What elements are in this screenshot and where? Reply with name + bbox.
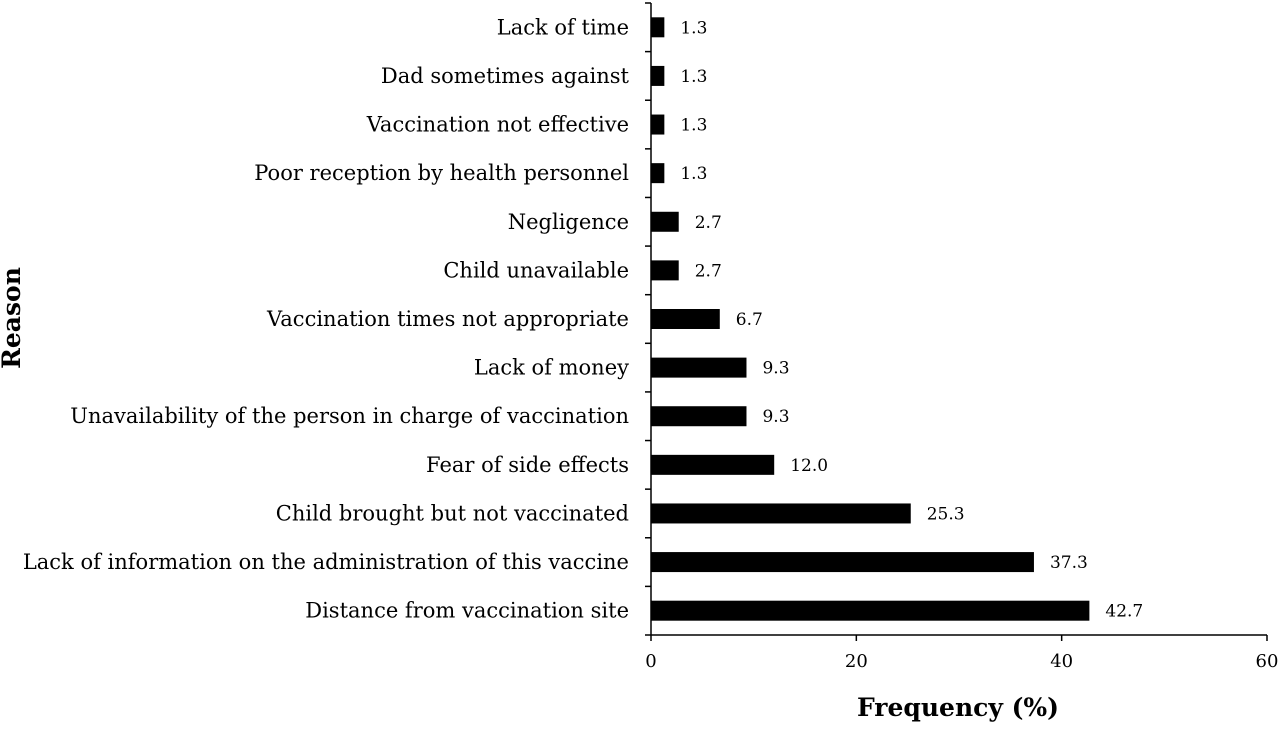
bar [651,211,679,232]
data-label: 12.0 [790,456,828,476]
data-label: 9.3 [762,359,789,379]
bar [651,406,747,427]
bar [651,309,720,329]
category-label: Dad sometimes against [381,64,630,88]
bar [651,454,775,475]
data-label: 9.3 [762,407,789,427]
y-axis-title: Reason [0,267,26,369]
category-label: Lack of information on the administratio… [23,550,629,574]
data-label: 6.7 [736,310,763,330]
category-label: Vaccination not effective [366,113,629,137]
x-tick-label: 60 [1256,651,1279,672]
data-label: 2.7 [695,261,722,281]
data-label: 37.3 [1050,553,1088,573]
bar [651,260,679,281]
category-label: Fear of side effects [426,453,629,477]
data-label: 1.3 [680,67,707,87]
data-label: 25.3 [927,504,965,524]
data-label: 42.7 [1105,602,1143,622]
x-tick-label: 0 [645,651,656,672]
category-label: Distance from vaccination site [305,599,629,623]
category-label: Negligence [508,210,629,234]
x-axis-title: Frequency (%) [857,693,1059,722]
bar [651,163,665,184]
category-label: Child unavailable [443,258,629,282]
category-label: Lack of money [474,356,629,380]
bar [651,552,1034,573]
bar [651,65,665,86]
axes-layer: 0 20 40 60 [645,2,1279,672]
x-tick-label: 20 [845,651,868,672]
bar [651,114,665,135]
category-label: Vaccination times not appropriate [266,307,629,331]
bar [651,17,665,38]
data-label: 1.3 [680,116,707,136]
bars-layer: Lack of time 1.3 Dad sometimes against 1.3 V… [23,15,1143,622]
data-label: 1.3 [680,18,707,38]
x-tick-label: 40 [1050,651,1073,672]
category-label: Poor reception by health personnel [254,161,629,185]
bar [651,503,911,524]
bar [651,600,1090,621]
bar [651,357,747,378]
category-label: Unavailability of the person in charge o… [70,404,629,428]
category-label: Child brought but not vaccinated [276,501,629,525]
category-label: Lack of time [497,15,629,39]
data-label: 2.7 [695,213,722,233]
data-label: 1.3 [680,164,707,184]
